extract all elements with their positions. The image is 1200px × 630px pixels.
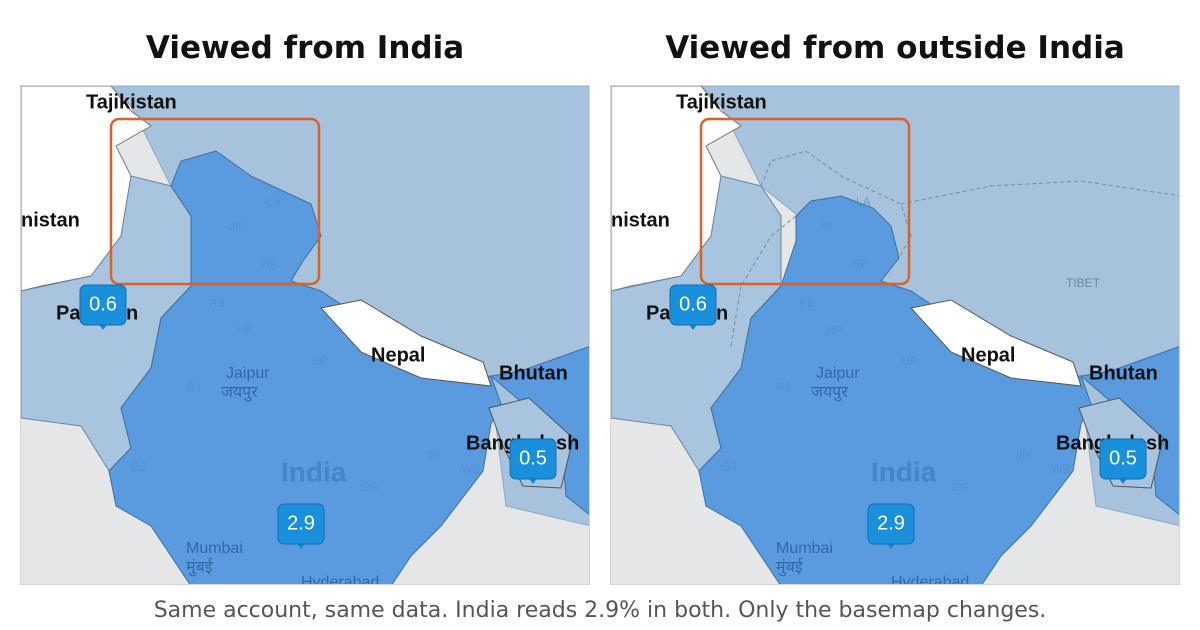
map-label: JK [229,219,243,233]
marker-box [1099,438,1147,480]
value-marker: 0.5 [509,438,557,484]
map-label: CG [951,480,969,494]
map-label: HP [851,257,868,271]
map-label: India [281,456,347,487]
map-label: मुंबई [186,557,214,577]
map-label: Bhutan [1089,362,1158,384]
value-marker: 2.9 [867,503,915,549]
marker-value: 0.6 [89,293,117,315]
map-label: JK [819,219,833,233]
marker-value: 2.9 [877,512,905,534]
map-label: मुंबई [776,557,804,577]
map-label: LA [856,195,871,209]
map-label: Mumbai [776,540,833,557]
map-label: PB [799,296,815,310]
marker-value: 0.5 [1109,447,1137,469]
marker-box [867,503,915,545]
map-label: PB [209,296,225,310]
map-label: Nepal [371,344,425,366]
marker-box [509,438,557,480]
marker-value: 2.9 [287,512,315,534]
highlight-box [699,117,911,286]
marker-box [277,503,325,545]
map: TajikistannistanPakistanNepalBhutanBangl… [21,86,589,585]
map-label: Jaipur [226,365,270,382]
map-label: LA [266,195,281,209]
map-label: WB [461,462,480,476]
map-label: nistan [611,209,670,231]
panel-title: Viewed from outside India [665,30,1125,66]
disputed-border [730,215,797,347]
marker-box [79,284,127,326]
map-label: nistan [21,209,80,231]
map-label: Hyderabad [301,574,379,585]
map-label: GJ [131,460,146,474]
map-label: Jaipur [816,365,860,382]
india [698,195,1092,584]
map-panel: TajikistannistanPakistanNepalBhutanBangl… [610,85,1180,585]
india [108,150,502,584]
marker-value: 0.5 [519,447,547,469]
map-label: UP [311,354,328,368]
map-label: JH [426,448,441,462]
map-label: CG [361,480,379,494]
map-label: Tajikistan [676,91,767,113]
map-label: RJ [186,380,201,394]
map-label: RJ [776,380,791,394]
map-label: Bhutan [499,362,568,384]
value-marker: 0.6 [79,284,127,330]
marker-box [669,284,717,326]
map-label: HR [826,323,844,337]
map-label: JH [1016,448,1031,462]
disputed-border [900,180,1179,205]
map-label: HR [236,323,254,337]
map-label: जयपुर [221,384,258,402]
map-label: India [871,456,937,487]
value-marker: 0.5 [1099,438,1147,484]
map-label: HP [261,257,278,271]
map-label: GJ [721,460,736,474]
map-label: जयपुर [811,384,848,402]
map-label: TIBET [1066,276,1101,290]
map-panel: TajikistannistanPakistanNepalBhutanBangl… [20,85,590,585]
nepal [910,299,1082,387]
map-label: UP [901,354,918,368]
map-label: Nepal [961,344,1015,366]
map-label: Mumbai [186,540,243,557]
map-label: Tajikistan [86,91,177,113]
marker-value: 0.6 [679,293,707,315]
value-marker: 2.9 [277,503,325,549]
disputed-border [760,150,912,259]
map-label: Hyderabad [891,574,969,585]
value-marker: 0.6 [669,284,717,330]
map-label: WB [1051,462,1070,476]
map: TajikistannistanPakistanNepalBhutanBangl… [611,86,1179,585]
panel-title: Viewed from India [145,30,465,66]
highlight-box [109,117,321,286]
caption: Same account, same data. India reads 2.9… [153,598,1047,623]
nepal [320,299,492,387]
